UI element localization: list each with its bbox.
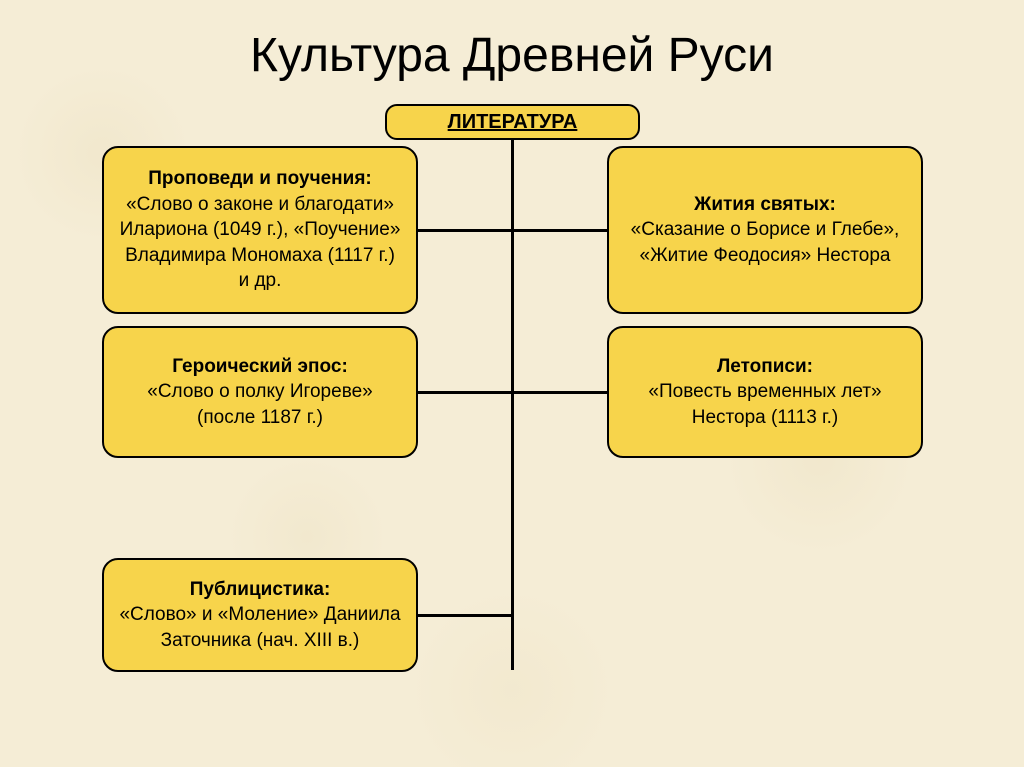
connector-branch: [511, 391, 608, 394]
node-text: Проповеди и поучения: «Слово о законе и …: [118, 166, 402, 294]
node-text: Летописи: «Повесть временных лет» Нестор…: [623, 354, 907, 431]
connector-branch: [418, 614, 514, 617]
slide-title: Культура Древней Руси: [0, 28, 1024, 83]
node-epic: Героический эпос: «Слово о полку Игореве…: [102, 326, 418, 458]
root-label: ЛИТЕРАТУРА: [448, 111, 578, 134]
node-chronicles: Летописи: «Повесть временных лет» Нестор…: [607, 326, 923, 458]
node-hagiography: Жития святых: «Сказание о Борисе и Глебе…: [607, 146, 923, 314]
connector-branch: [418, 229, 514, 232]
node-text: Публицистика: «Слово» и «Моление» Даниил…: [118, 577, 402, 654]
node-publicism: Публицистика: «Слово» и «Моление» Даниил…: [102, 558, 418, 672]
root-node: ЛИТЕРАТУРА: [385, 104, 640, 140]
connector-trunk: [511, 138, 514, 670]
node-text: Героический эпос: «Слово о полку Игореве…: [118, 354, 402, 431]
node-sermons: Проповеди и поучения: «Слово о законе и …: [102, 146, 418, 314]
connector-branch: [511, 229, 608, 232]
connector-branch: [418, 391, 514, 394]
node-text: Жития святых: «Сказание о Борисе и Глебе…: [623, 192, 907, 269]
